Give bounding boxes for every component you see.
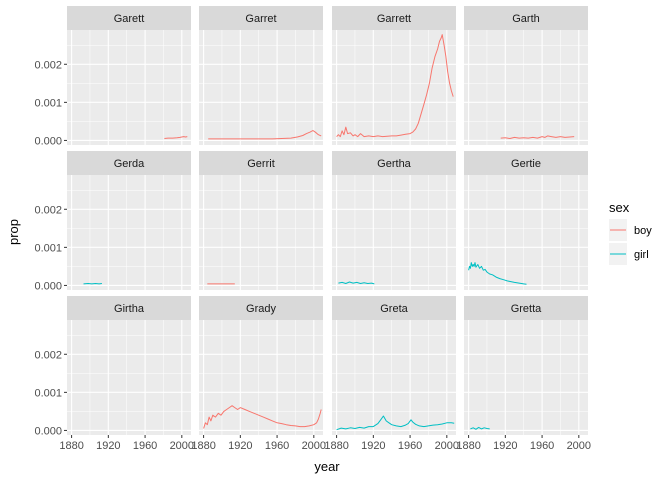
y-tick-label: 0.000 [34,135,62,147]
x-tick-label: 1960 [265,440,289,452]
facet-title: Girtha [114,303,145,315]
facet-title: Garett [114,13,145,25]
x-tick-label: 1920 [361,440,385,452]
x-tick-label: 1880 [191,440,215,452]
panel-background [67,175,191,290]
panel-background [199,320,323,435]
x-tick-label: 2000 [567,440,591,452]
panel-background [199,30,323,145]
facet-title: Gertha [377,158,412,170]
y-tick-label: 0.001 [34,97,62,109]
legend-title: sex [609,200,630,215]
x-tick-label: 1920 [96,440,120,452]
panel-background [67,30,191,145]
panel-background [199,175,323,290]
panel-background [67,320,191,435]
legend-label: girl [634,249,649,261]
facet-title: Gretta [511,303,542,315]
x-tick-label: 1920 [493,440,517,452]
y-axis-title: prop [6,219,21,245]
facet-title: Gerda [114,158,145,170]
y-tick-label: 0.002 [34,59,62,71]
y-tick-label: 0.000 [34,280,62,292]
x-tick-label: 1960 [133,440,157,452]
panel-background [332,320,456,435]
facet-title: Garrett [377,13,411,25]
facet-title: Garth [512,13,540,25]
y-tick-label: 0.002 [34,204,62,216]
legend-label: boy [634,225,652,237]
x-axis-title: year [314,459,340,474]
x-tick-label: 1880 [324,440,348,452]
facet-title: Gerrit [247,158,275,170]
facet-title: Grady [246,303,276,315]
panel-background [464,30,588,145]
panel-background [332,175,456,290]
panel-background [332,30,456,145]
panel-background [464,320,588,435]
x-tick-label: 1880 [456,440,480,452]
x-tick-label: 1960 [398,440,422,452]
x-tick-label: 1920 [228,440,252,452]
panel-background [464,175,588,290]
facet-title: Gertie [511,158,541,170]
x-tick-label: 1960 [530,440,554,452]
facet-title: Greta [380,303,408,315]
y-tick-label: 0.000 [34,425,62,437]
y-tick-label: 0.002 [34,349,62,361]
x-tick-label: 1880 [59,440,83,452]
facet-title: Garret [245,13,276,25]
x-tick-label: 2000 [302,440,326,452]
y-tick-label: 0.001 [34,387,62,399]
y-tick-label: 0.001 [34,242,62,254]
